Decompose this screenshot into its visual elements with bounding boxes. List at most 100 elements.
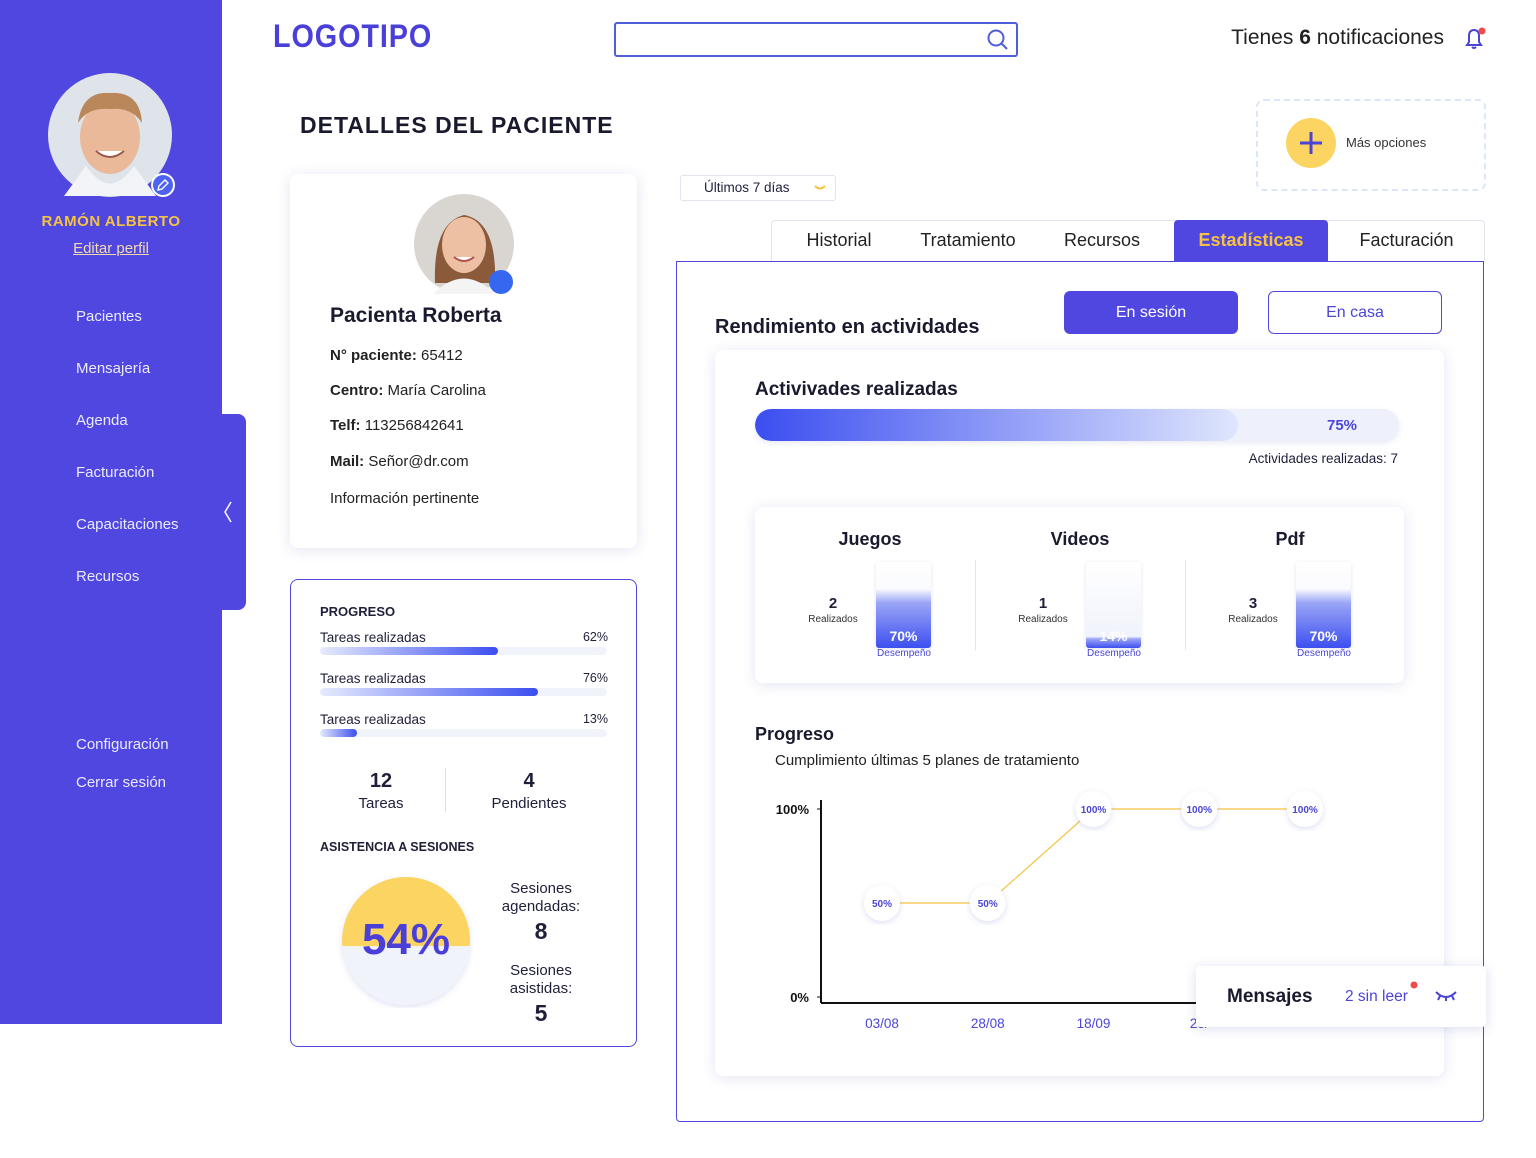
tab[interactable]: Facturación bbox=[1359, 230, 1454, 250]
patient-photo bbox=[414, 194, 514, 294]
filter-label: Últimos 7 días bbox=[704, 180, 790, 195]
field-label: Mail: bbox=[330, 453, 365, 470]
tab[interactable]: Historial bbox=[806, 230, 872, 250]
notif-count: 6 bbox=[1299, 26, 1311, 49]
performance-box: 14% bbox=[1086, 562, 1141, 648]
bar-value: 62% bbox=[582, 630, 608, 644]
tab[interactable]: Recursos bbox=[1063, 230, 1141, 250]
performance-bar bbox=[1086, 635, 1141, 648]
tab[interactable]: Tratamiento bbox=[920, 230, 1016, 250]
point-label: 100% bbox=[1292, 805, 1318, 816]
patient-info[interactable]: Información pertinente bbox=[330, 490, 480, 507]
point-label: 50% bbox=[978, 899, 998, 910]
field-value: Señor@dr.com bbox=[368, 453, 469, 470]
chart-subtitle: Cumplimiento últimas 5 planes de tratami… bbox=[775, 752, 1079, 769]
panel-title: Rendimiento en actividades bbox=[715, 316, 980, 338]
bar-label: Tareas realizadas bbox=[320, 712, 426, 727]
button-home[interactable]: En casa bbox=[1268, 291, 1442, 334]
gauge-label: 54% bbox=[362, 915, 450, 964]
nav-item[interactable]: Facturación bbox=[76, 464, 155, 481]
chevron bbox=[814, 185, 826, 190]
field-label: Telf: bbox=[330, 417, 361, 434]
nav-item[interactable]: Agenda bbox=[76, 412, 128, 429]
nav-item[interactable]: Mensajería bbox=[76, 360, 151, 377]
x-tick-label: 28/08 bbox=[971, 1016, 1005, 1031]
point-label: 50% bbox=[872, 899, 892, 910]
activities-value: 75% bbox=[1327, 417, 1358, 434]
nav-item[interactable]: Configuración bbox=[76, 736, 169, 753]
bar-value: 76% bbox=[582, 671, 608, 685]
activities-title: Activivades realizadas bbox=[755, 379, 958, 400]
progress-title: PROGRESO bbox=[320, 604, 396, 619]
search-box[interactable] bbox=[614, 22, 1018, 57]
chart-title: Progreso bbox=[755, 724, 834, 744]
attended-value: 5 bbox=[534, 1000, 548, 1026]
attendance-gauge: 54% bbox=[342, 877, 470, 1005]
edit-wrap bbox=[469, 452, 487, 466]
performance-box: 70% bbox=[876, 562, 931, 648]
performance-label: 70% bbox=[1309, 628, 1338, 644]
point bbox=[1075, 791, 1112, 827]
edit-profile[interactable]: Editar perfil bbox=[73, 240, 149, 257]
line-chart: Progreso Cumplimiento últimas 5 planes d… bbox=[755, 724, 1323, 1031]
type-count-label: Realizados bbox=[1018, 614, 1068, 625]
y-tick-label: 0% bbox=[790, 990, 809, 1005]
patient-field: N° paciente: 65412 bbox=[330, 346, 481, 364]
edit-wrap bbox=[463, 346, 481, 360]
stats-card bbox=[715, 350, 1444, 1076]
logo[interactable]: LOGOTIPO bbox=[273, 18, 433, 54]
messages-widget[interactable]: Mensajes 2 sin leer bbox=[1196, 966, 1486, 1027]
bar-track bbox=[320, 688, 607, 696]
point bbox=[1181, 791, 1218, 827]
performance-label: 14% bbox=[1099, 628, 1128, 644]
y-tick-label: 100% bbox=[776, 802, 810, 817]
type-name: Juegos bbox=[838, 529, 902, 549]
field-value: 65412 bbox=[421, 347, 463, 364]
bell-icon[interactable] bbox=[1462, 26, 1488, 52]
point bbox=[1287, 791, 1323, 827]
stat-value: 4 bbox=[523, 770, 535, 792]
edit-avatar[interactable] bbox=[150, 172, 176, 198]
performance-box: 70% bbox=[1296, 562, 1351, 648]
divider bbox=[445, 768, 446, 812]
patient-name: Pacienta Roberta bbox=[330, 304, 502, 327]
bar bbox=[320, 647, 498, 655]
nav-item[interactable]: Recursos bbox=[76, 568, 140, 585]
performance-bar bbox=[876, 587, 931, 648]
performance-caption: Desempeño bbox=[1297, 648, 1351, 659]
date-filter[interactable]: Últimos 7 días bbox=[680, 175, 836, 201]
nav-item[interactable]: Capacitaciones bbox=[76, 516, 179, 533]
activities-caption: Actividades realizadas: 7 bbox=[1248, 451, 1398, 466]
more-options[interactable]: Más opciones bbox=[1256, 99, 1486, 191]
point bbox=[864, 885, 900, 921]
user-name: RAMÓN ALBERTO bbox=[41, 213, 181, 230]
type-count-label: Realizados bbox=[808, 614, 858, 625]
nav-item[interactable]: Cerrar sesión bbox=[76, 774, 167, 791]
notifications[interactable]: Tienes 6 notificaciones bbox=[1231, 26, 1444, 50]
messages-title: Mensajes bbox=[1227, 986, 1313, 1007]
type-count: 3 bbox=[1248, 595, 1258, 612]
more-options-label: Más opciones bbox=[1346, 135, 1427, 150]
bar-track bbox=[320, 647, 607, 655]
collapse-icon[interactable] bbox=[222, 500, 234, 524]
bar bbox=[320, 688, 539, 696]
type-name: Pdf bbox=[1275, 529, 1305, 549]
notif-suffix: notificaciones bbox=[1316, 26, 1444, 49]
progress-card: PROGRESO ASISTENCIA A SESIONES 54% Sesio… bbox=[290, 579, 637, 1047]
tab-active[interactable]: Estadísticas bbox=[1174, 220, 1328, 261]
search-icon[interactable] bbox=[985, 27, 1009, 51]
point-label: 100% bbox=[1081, 805, 1107, 816]
sidebar-collapse[interactable] bbox=[222, 414, 246, 610]
messages-unread: 2 sin leer bbox=[1345, 988, 1408, 1005]
divider bbox=[975, 560, 976, 650]
plus-icon bbox=[1286, 118, 1336, 168]
nav-item[interactable]: Pacientes bbox=[76, 308, 142, 325]
expand-icon[interactable] bbox=[1434, 988, 1458, 1002]
button-session[interactable]: En sesión bbox=[1064, 291, 1238, 334]
field-label: N° paciente: bbox=[330, 347, 417, 364]
notif-prefix: Tienes bbox=[1231, 26, 1294, 49]
performance-caption: Desempeño bbox=[877, 648, 931, 659]
type-count: 1 bbox=[1038, 595, 1048, 612]
attended-label: Sesiones asistidas: bbox=[509, 962, 573, 997]
